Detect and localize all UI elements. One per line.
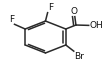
Text: O: O (71, 7, 78, 16)
Text: F: F (9, 15, 14, 24)
Text: OH: OH (89, 20, 103, 30)
Text: F: F (48, 3, 53, 12)
Text: Br: Br (74, 52, 84, 61)
